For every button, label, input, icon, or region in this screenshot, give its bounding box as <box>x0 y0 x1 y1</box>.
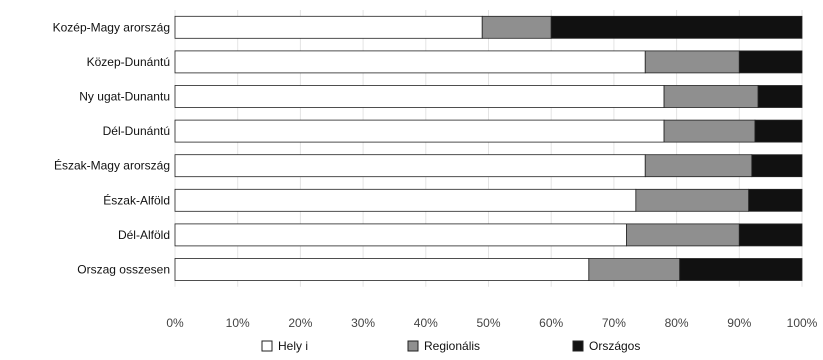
bar-segment <box>481 15 552 39</box>
category-label: Észak-Magy arország <box>54 158 170 173</box>
bar-segment <box>626 223 740 247</box>
legend-label: Országos <box>589 339 640 353</box>
bar-segment <box>174 188 637 212</box>
category-label: Dél-Alföld <box>118 228 170 242</box>
bar-segment <box>644 154 753 178</box>
bar-segment <box>751 154 803 178</box>
x-tick-label: 20% <box>288 316 312 330</box>
bars <box>174 15 803 281</box>
x-tick-label: 70% <box>602 316 626 330</box>
category-label: Dél-Dunántú <box>103 124 170 138</box>
bar-segment <box>748 188 803 212</box>
bar-segment <box>757 85 803 108</box>
bar-segment <box>174 85 665 108</box>
bar-segment <box>635 188 750 212</box>
bar-segment <box>663 119 756 143</box>
category-label: Kozép-Magy arország <box>53 20 170 34</box>
x-tick-label: 10% <box>226 316 250 330</box>
bar-segment <box>174 258 590 281</box>
bar-segment <box>663 85 759 108</box>
category-label: Orszag osszesen <box>77 263 170 277</box>
category-labels: Kozép-Magy arország Közep-Dunántú Ny ugat-… <box>53 20 170 276</box>
bar-segment <box>550 15 803 39</box>
bar-segment <box>754 119 803 143</box>
bar-segment <box>588 258 681 281</box>
category-label: Közep-Dunántú <box>87 55 170 69</box>
legend-swatch <box>407 340 419 352</box>
category-label: Ny ugat-Dunantu <box>79 90 170 104</box>
legend-label: Hely i <box>278 339 308 353</box>
x-tick-label: 40% <box>414 316 438 330</box>
x-tick-label: 50% <box>476 316 500 330</box>
bar-segment <box>174 223 627 247</box>
bar-segment <box>644 50 740 74</box>
x-tick-label: 60% <box>539 316 563 330</box>
bar-segment <box>174 154 646 178</box>
x-tick-label: 80% <box>665 316 689 330</box>
bar-segment <box>738 223 803 247</box>
legend: Hely i Regionális Országos <box>261 339 640 353</box>
bar-segment <box>174 119 665 143</box>
x-tick-label: 30% <box>351 316 375 330</box>
x-tick-label: 0% <box>166 316 184 330</box>
legend-swatch <box>261 340 273 352</box>
legend-swatch <box>572 340 584 352</box>
x-tick-label: 100% <box>787 316 818 330</box>
bar-segment <box>174 50 646 74</box>
bar-segment <box>738 50 803 74</box>
category-label: Észak-Alföld <box>103 192 170 207</box>
bar-segment <box>679 258 803 281</box>
legend-label: Regionális <box>424 339 480 353</box>
x-tick-labels: 0% 10% 20% 30% 40% 50% 60% 70% 80% 90% 100% <box>166 316 817 330</box>
x-tick-label: 90% <box>727 316 751 330</box>
bar-segment <box>174 15 483 39</box>
